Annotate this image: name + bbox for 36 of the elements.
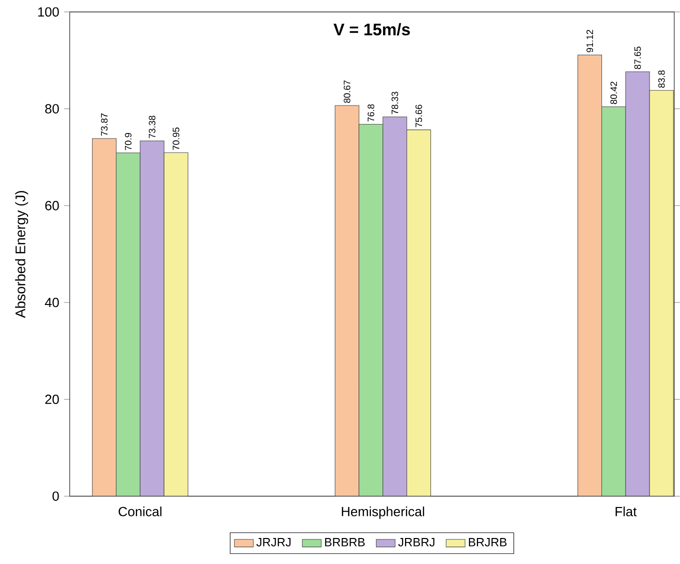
- data-label: 83.8: [658, 70, 665, 88]
- data-label: 78.33: [392, 92, 398, 114]
- data-label: 70.95: [172, 128, 180, 150]
- x-tick-label: Conical: [118, 506, 162, 516]
- legend-label: JRBRJ: [398, 538, 434, 546]
- data-label: 80.42: [610, 82, 617, 104]
- bar: [358, 124, 384, 496]
- data-label: 73.87: [101, 113, 108, 136]
- data-label: 91.12: [586, 30, 594, 52]
- data-label: 80.67: [344, 80, 350, 103]
- text: V = 15m/s: [334, 23, 410, 36]
- bar: [382, 116, 408, 496]
- bar: [649, 90, 674, 496]
- bar: [406, 130, 431, 496]
- data-label: 73.38: [148, 116, 156, 138]
- y-tick-label: 80: [45, 104, 59, 114]
- bar: [164, 152, 188, 496]
- legend-label: BRJRB: [468, 538, 507, 546]
- legend-label: BRBRB: [325, 538, 365, 546]
- bar: [116, 152, 140, 496]
- y-tick-label: 20: [45, 394, 59, 404]
- bar: [625, 72, 650, 496]
- bar: [601, 106, 626, 496]
- data-label: 76.8: [368, 104, 374, 122]
- legend-label: JRJRJ: [256, 538, 291, 546]
- data-label: 87.65: [634, 46, 641, 70]
- x-tick-label: Hemispherical: [342, 506, 424, 519]
- data-label: 75.66: [415, 104, 422, 128]
- x-tick-label: Flat: [616, 506, 637, 516]
- y-axis-title: Absorbed Energy (J): [15, 191, 28, 318]
- y-tick-label: 40: [44, 298, 59, 308]
- y-tick-label: 100: [38, 7, 59, 17]
- y-tick-label: 0: [52, 492, 59, 501]
- bar: [140, 140, 164, 496]
- y-tick-label: 60: [45, 200, 59, 210]
- data-label: 70.9: [124, 132, 132, 150]
